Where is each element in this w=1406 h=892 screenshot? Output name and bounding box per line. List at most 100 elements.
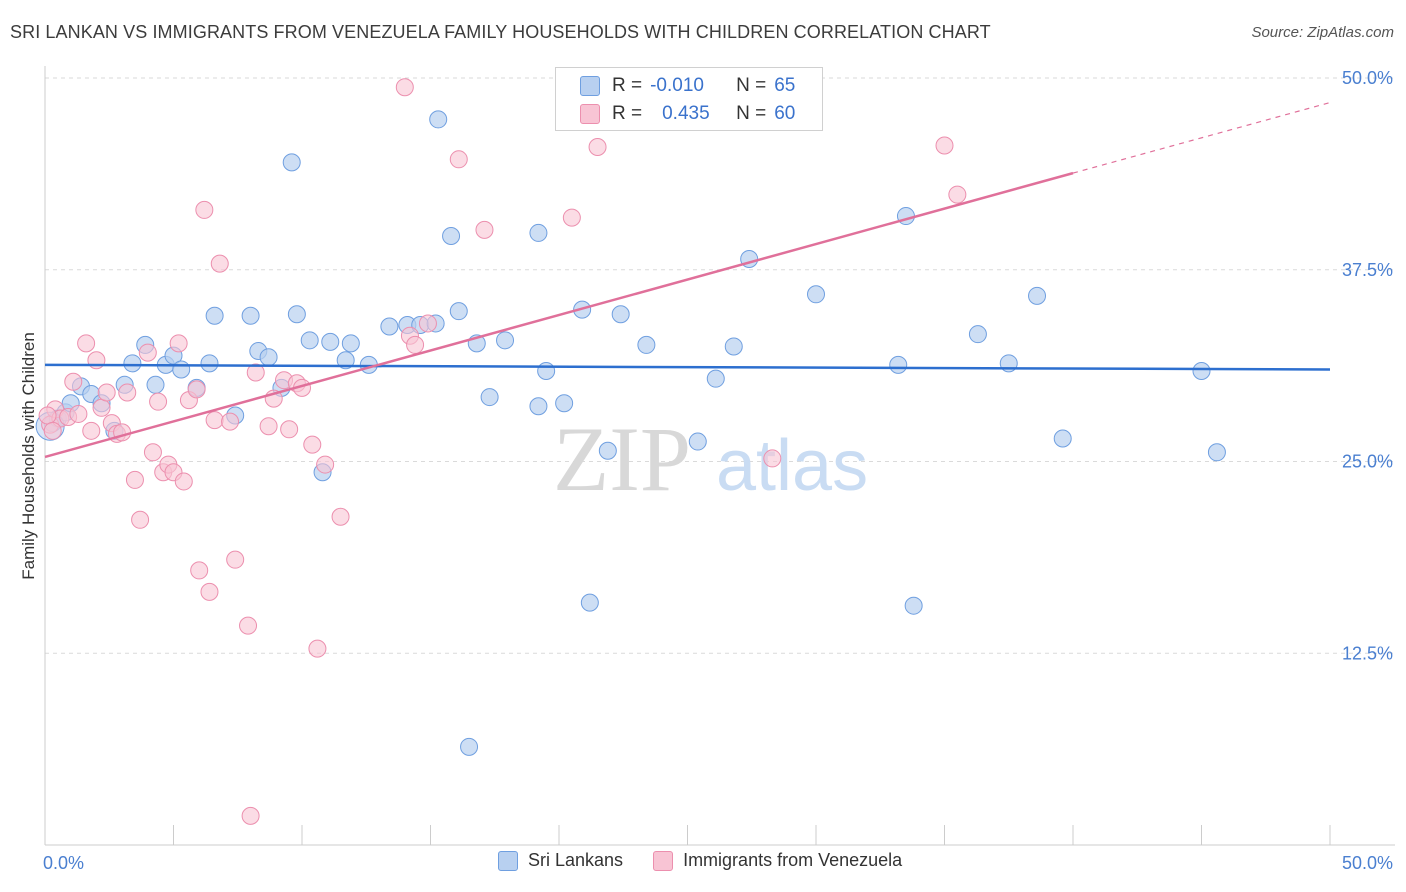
legend-n-value-pink: 60 — [774, 103, 796, 124]
data-point-sri-lankans — [688, 432, 707, 451]
data-point-venezuela — [449, 150, 468, 169]
data-point-venezuela — [97, 383, 116, 402]
data-point-venezuela — [763, 449, 782, 468]
data-point-sri-lankans — [555, 394, 574, 413]
data-point-venezuela — [280, 420, 299, 439]
data-point-venezuela — [149, 392, 168, 411]
x-tick-label: 50.0% — [1342, 853, 1393, 873]
legend-row-sri-lankans: R = -0.010 N = 65 — [580, 73, 795, 99]
data-point-venezuela — [190, 561, 209, 580]
data-point-venezuela — [210, 254, 229, 273]
legend-r-value-pink: 0.435 — [662, 103, 710, 124]
data-point-sri-lankans — [429, 110, 448, 129]
trend-line-sri-lankans — [44, 363, 1331, 371]
legend-swatch-blue — [498, 850, 518, 871]
data-point-venezuela — [82, 421, 101, 440]
data-point-venezuela — [38, 406, 57, 425]
data-point-sri-lankans — [146, 375, 165, 394]
data-point-sri-lankans — [529, 223, 548, 242]
data-point-venezuela — [69, 404, 88, 423]
trend-lines — [44, 101, 1331, 459]
legend-r-value-blue: -0.010 — [650, 75, 704, 96]
data-point-venezuela — [64, 372, 83, 391]
data-point-sri-lankans — [904, 596, 923, 615]
data-point-sri-lankans — [807, 285, 825, 304]
trend-line-venezuela — [44, 171, 1074, 459]
data-point-venezuela — [169, 334, 188, 353]
legend-swatch-pink — [653, 850, 674, 871]
legend-swatch-blue — [580, 76, 600, 96]
y-tick-label: 25.0% — [1342, 452, 1393, 472]
y-tick-label: 12.5% — [1342, 643, 1393, 663]
data-point-sri-lankans — [889, 355, 908, 374]
data-point-sri-lankans — [287, 305, 306, 324]
data-point-venezuela — [138, 343, 157, 362]
legend-label-sri-lankans: Sri Lankans — [528, 850, 624, 870]
legend-item-venezuela[interactable]: Immigrants from Venezuela — [653, 850, 902, 871]
watermark-zip: ZIP — [553, 408, 691, 510]
data-point-venezuela — [174, 472, 193, 491]
data-point-sri-lankans — [1192, 361, 1211, 380]
data-point-venezuela — [118, 383, 137, 402]
data-point-sri-lankans — [241, 306, 260, 325]
data-point-sri-lankans — [336, 351, 355, 370]
data-point-venezuela — [588, 138, 607, 157]
data-point-sri-lankans — [598, 441, 617, 460]
data-point-venezuela — [241, 806, 260, 825]
data-point-venezuela — [131, 510, 150, 529]
data-point-sri-lankans — [611, 305, 630, 324]
data-point-venezuela — [92, 398, 111, 417]
data-point-venezuela — [308, 639, 327, 658]
y-axis-label: Family Households with Children — [19, 332, 38, 580]
data-point-venezuela — [143, 443, 162, 462]
data-point-sri-lankans — [1053, 429, 1072, 448]
legend-r-label: R = — [612, 75, 643, 96]
data-point-venezuela — [187, 380, 206, 399]
data-point-venezuela — [259, 417, 278, 436]
data-point-venezuela — [125, 470, 144, 489]
data-point-sri-lankans — [480, 388, 499, 407]
data-point-venezuela — [331, 507, 350, 526]
data-point-venezuela — [562, 208, 581, 227]
data-point-sri-lankans — [460, 737, 479, 756]
data-point-venezuela — [77, 334, 96, 353]
data-point-venezuela — [195, 200, 214, 219]
data-point-sri-lankans — [968, 325, 987, 344]
data-point-venezuela — [475, 220, 494, 239]
data-point-sri-lankans — [300, 331, 319, 350]
data-point-venezuela — [935, 136, 954, 155]
data-point-sri-lankans — [496, 331, 515, 350]
data-point-sri-lankans — [282, 153, 301, 172]
data-point-sri-lankans — [1207, 443, 1226, 462]
watermark: ZIP atlas — [553, 408, 868, 510]
data-point-venezuela — [200, 582, 219, 601]
legend-n-label: N = — [736, 75, 767, 96]
data-point-sri-lankans — [449, 302, 468, 321]
data-point-sri-lankans — [123, 354, 142, 373]
data-point-venezuela — [43, 421, 62, 440]
data-point-venezuela — [406, 335, 425, 354]
watermark-atlas: atlas — [716, 426, 868, 506]
legend-item-sri-lankans[interactable]: Sri Lankans — [498, 850, 623, 871]
trend-line-venezuela-extension — [1072, 101, 1331, 174]
x-tick-label: 0.0% — [43, 853, 84, 873]
chart-title: SRI LANKAN VS IMMIGRANTS FROM VENEZUELA … — [10, 22, 991, 42]
data-point-sri-lankans — [724, 337, 743, 356]
data-point-sri-lankans — [706, 369, 725, 388]
tick-labels: 12.5% 25.0% 37.5% 50.0% 0.0% 50.0% Family Hous… — [19, 68, 1393, 873]
data-point-venezuela — [221, 412, 240, 431]
data-point-sri-lankans — [200, 354, 219, 373]
data-point-venezuela — [418, 314, 437, 333]
data-point-venezuela — [246, 363, 265, 382]
legend-swatch-pink — [580, 104, 600, 124]
data-point-sri-lankans — [537, 361, 556, 380]
data-point-venezuela — [226, 550, 245, 569]
data-point-sri-lankans — [259, 348, 278, 367]
source-credit: Source: ZipAtlas.com — [1251, 24, 1394, 41]
data-point-venezuela — [395, 78, 414, 97]
data-point-sri-lankans — [172, 360, 191, 379]
data-point-sri-lankans — [380, 317, 399, 336]
data-point-venezuela — [205, 411, 224, 430]
data-point-venezuela — [948, 185, 967, 204]
